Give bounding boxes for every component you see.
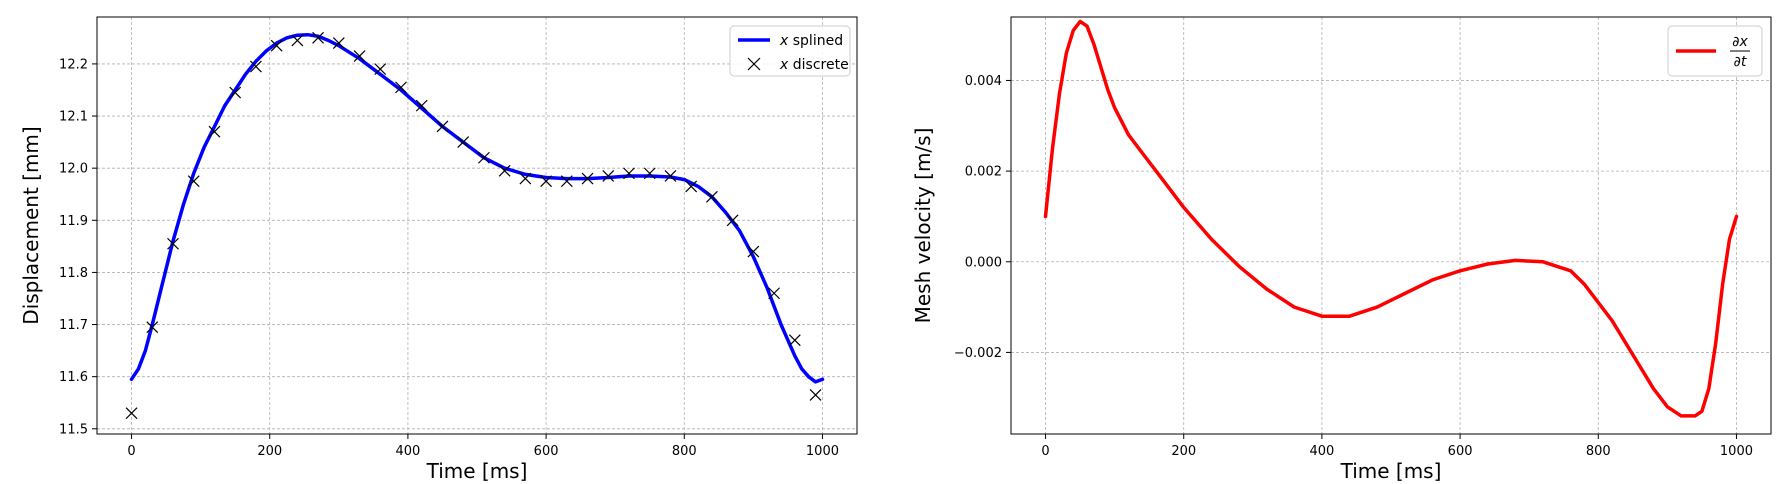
y-tick-label: 0.000 xyxy=(965,255,1002,270)
legend-label: x splined xyxy=(779,33,843,49)
x-tick-label: 400 xyxy=(395,444,420,459)
data-point-marker xyxy=(643,167,656,180)
data-point-marker xyxy=(229,86,242,99)
data-point-marker xyxy=(685,180,698,193)
y-tick-label: 12.0 xyxy=(59,162,88,177)
data-point-marker xyxy=(208,125,221,138)
data-point-marker xyxy=(374,63,387,76)
data-point-marker xyxy=(167,237,179,250)
data-point-marker xyxy=(249,60,262,73)
data-point-marker xyxy=(602,170,615,182)
data-point-marker xyxy=(726,214,739,227)
y-axis-label: Mesh velocity [m/s] xyxy=(911,128,935,324)
data-point-marker xyxy=(560,175,573,188)
data-point-marker xyxy=(623,167,635,180)
y-tick-label: 12.1 xyxy=(59,110,88,125)
series-line xyxy=(1043,19,1739,418)
legend-label: x discrete xyxy=(779,57,849,73)
data-point-marker xyxy=(519,172,532,185)
axes-frame xyxy=(96,16,858,435)
mesh-velocity-chart: 0 200 400 600 800 1000 −0.002 0.000 0.002 0.004 Ti… xyxy=(911,16,1772,483)
data-point-marker xyxy=(581,172,594,185)
data-point-marker xyxy=(353,50,366,63)
plot-area xyxy=(125,31,825,420)
data-point-marker xyxy=(747,245,760,258)
data-point-marker xyxy=(395,81,407,94)
x-axis-label: Time [ms] xyxy=(1340,459,1442,483)
x-tick-label: 800 xyxy=(672,444,697,459)
x-tick-label: 200 xyxy=(1171,444,1196,459)
x-tick-label: 600 xyxy=(1448,444,1473,459)
data-point-marker xyxy=(125,407,138,420)
data-point-marker xyxy=(768,287,781,300)
data-point-marker xyxy=(705,190,718,203)
x-tick-label: 1000 xyxy=(806,444,839,459)
x-tick-label: 0 xyxy=(1041,444,1049,459)
y-tick-label: 11.6 xyxy=(59,370,88,385)
y-axis-label: Displacement [mm] xyxy=(19,126,43,324)
y-tick-label: 11.5 xyxy=(59,422,88,437)
x-tick-label: 600 xyxy=(534,444,559,459)
data-point-marker xyxy=(146,321,159,334)
data-point-marker xyxy=(498,164,511,177)
y-tick-label: 0.002 xyxy=(965,165,1002,180)
plot-area xyxy=(1043,19,1739,418)
x-tick-label: 0 xyxy=(127,444,135,459)
y-tick-label: 11.9 xyxy=(59,214,88,229)
data-point-marker xyxy=(291,34,304,47)
data-point-marker xyxy=(664,170,677,182)
x-tick-label: 1000 xyxy=(1720,444,1753,459)
y-tick-label: −0.002 xyxy=(954,346,1002,361)
x-tick-label: 400 xyxy=(1309,444,1334,459)
legend: x splined x discrete xyxy=(729,25,851,77)
y-tick-label: 12.2 xyxy=(59,57,88,72)
data-point-marker xyxy=(415,99,428,112)
data-point-marker xyxy=(788,334,801,347)
legend-marker-swatch xyxy=(747,57,761,71)
y-tick-label: 0.004 xyxy=(965,74,1002,89)
data-point-marker xyxy=(332,37,345,49)
data-point-marker xyxy=(457,136,470,149)
x-axis-label: Time [ms] xyxy=(426,459,528,483)
data-point-marker xyxy=(436,120,449,133)
axes-frame xyxy=(1010,16,1772,435)
y-tick-label: 11.7 xyxy=(59,318,88,333)
y-tick-label: 11.8 xyxy=(59,266,88,281)
legend-label-denominator: ∂t xyxy=(1734,54,1747,70)
data-point-marker xyxy=(312,31,325,44)
data-point-marker xyxy=(187,175,200,188)
data-point-marker xyxy=(270,39,283,52)
series-line xyxy=(129,32,825,384)
x-tick-label: 800 xyxy=(1586,444,1611,459)
data-point-marker xyxy=(540,175,553,188)
data-point-marker xyxy=(809,388,822,401)
legend: ∂x ∂t xyxy=(1667,25,1763,77)
x-tick-label: 200 xyxy=(257,444,282,459)
displacement-chart: 0 200 400 600 800 1000 11.5 11.6 11.7 11.8 11.9 12.… xyxy=(19,16,858,483)
legend-label-numerator: ∂x xyxy=(1732,34,1748,50)
data-point-marker xyxy=(477,151,490,164)
